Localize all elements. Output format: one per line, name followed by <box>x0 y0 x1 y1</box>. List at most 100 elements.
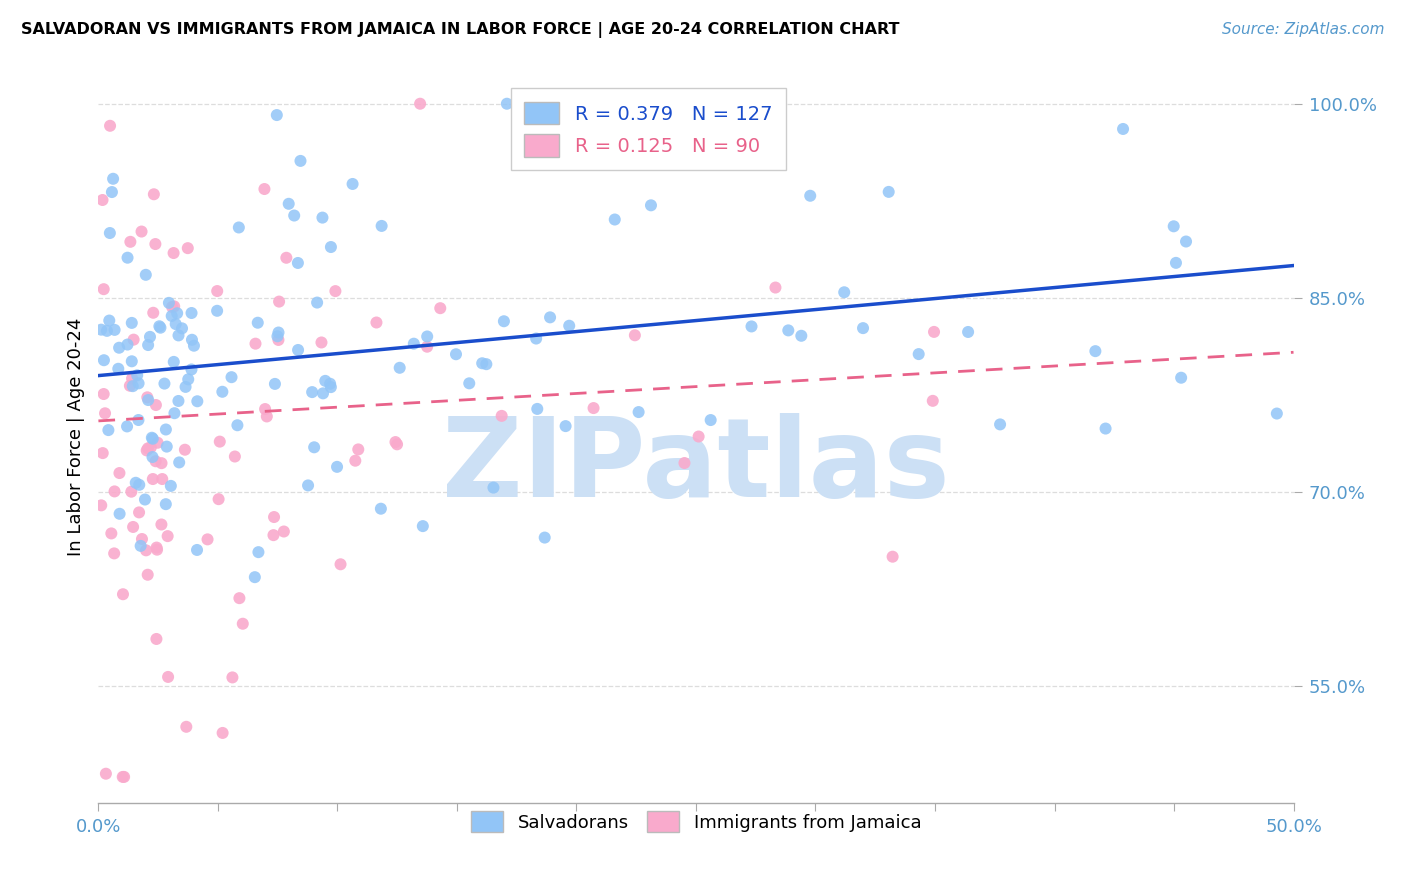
Point <box>302 440 325 454</box>
Point <box>524 332 547 346</box>
Point <box>882 549 904 564</box>
Point <box>582 401 605 415</box>
Point <box>98 119 121 133</box>
Point <box>1112 122 1135 136</box>
Point <box>139 441 162 455</box>
Point <box>136 392 159 407</box>
Point <box>94 406 117 420</box>
Point <box>402 336 425 351</box>
Point <box>157 296 180 310</box>
Point <box>852 321 875 335</box>
Point <box>160 479 183 493</box>
Point <box>207 492 229 507</box>
Point <box>136 338 159 352</box>
Point <box>122 333 145 347</box>
Point <box>624 328 647 343</box>
Point <box>181 333 204 347</box>
Text: ZIPatlas: ZIPatlas <box>441 413 950 520</box>
Point <box>311 211 333 225</box>
Point <box>121 379 143 393</box>
Point <box>533 531 555 545</box>
Point <box>740 319 762 334</box>
Point <box>145 398 167 412</box>
Point <box>111 587 134 601</box>
Point <box>149 320 172 334</box>
Point <box>266 329 288 343</box>
Point <box>100 526 122 541</box>
Point <box>603 212 626 227</box>
Point <box>475 357 498 371</box>
Point <box>1163 219 1185 234</box>
Point <box>384 435 406 450</box>
Point <box>120 484 142 499</box>
Point <box>180 362 202 376</box>
Point <box>673 456 696 470</box>
Point <box>366 316 388 330</box>
Point <box>93 387 115 401</box>
Point <box>145 237 167 252</box>
Point <box>907 347 929 361</box>
Point <box>921 393 943 408</box>
Point <box>131 225 153 239</box>
Point <box>228 591 250 606</box>
Point <box>314 374 336 388</box>
Point <box>180 306 202 320</box>
Point <box>263 528 285 542</box>
Point <box>347 442 370 457</box>
Point <box>174 442 197 457</box>
Point <box>228 220 250 235</box>
Point <box>253 182 276 196</box>
Point <box>429 301 451 315</box>
Point <box>155 497 177 511</box>
Point <box>1164 256 1187 270</box>
Point <box>1084 344 1107 359</box>
Point <box>91 193 114 207</box>
Text: SALVADORAN VS IMMIGRANTS FROM JAMAICA IN LABOR FORCE | AGE 20-24 CORRELATION CHA: SALVADORAN VS IMMIGRANTS FROM JAMAICA IN… <box>21 22 900 38</box>
Text: Source: ZipAtlas.com: Source: ZipAtlas.com <box>1222 22 1385 37</box>
Point <box>108 507 131 521</box>
Point <box>127 413 149 427</box>
Point <box>211 384 233 399</box>
Point <box>145 632 167 646</box>
Point <box>127 368 149 383</box>
Point <box>297 478 319 492</box>
Point <box>101 185 124 199</box>
Point <box>148 319 170 334</box>
Point <box>243 570 266 584</box>
Point <box>688 429 710 443</box>
Point <box>1094 421 1116 435</box>
Point <box>699 413 721 427</box>
Point <box>90 499 112 513</box>
Point <box>254 402 277 417</box>
Point <box>128 478 150 492</box>
Point <box>122 520 145 534</box>
Point <box>319 240 342 254</box>
Point <box>183 339 205 353</box>
Point <box>311 335 333 350</box>
Point <box>319 376 342 391</box>
Point <box>224 450 246 464</box>
Point <box>247 545 270 559</box>
Point <box>167 455 190 469</box>
Point <box>104 323 127 337</box>
Point <box>136 390 159 404</box>
Point <box>221 670 243 684</box>
Point <box>186 394 208 409</box>
Point <box>491 409 513 423</box>
Point <box>160 309 183 323</box>
Point <box>111 770 134 784</box>
Point <box>276 251 298 265</box>
Point <box>482 481 505 495</box>
Point <box>108 341 131 355</box>
Point <box>166 306 188 320</box>
Point <box>91 446 114 460</box>
Point <box>765 280 787 294</box>
Point <box>385 437 408 451</box>
Point <box>267 326 290 340</box>
Point <box>640 198 662 212</box>
Point <box>412 519 434 533</box>
Point <box>526 401 548 416</box>
Point <box>177 241 200 255</box>
Point <box>146 435 169 450</box>
Point <box>342 177 364 191</box>
